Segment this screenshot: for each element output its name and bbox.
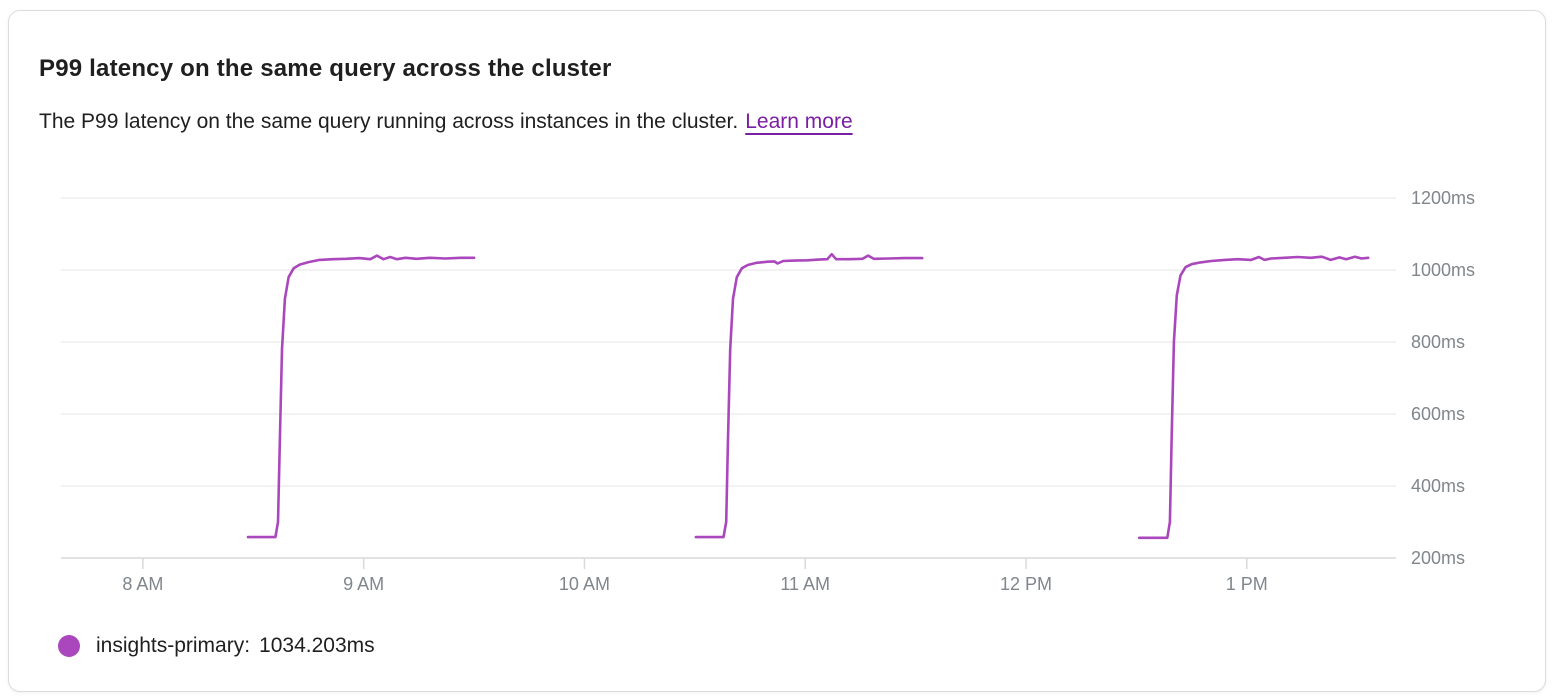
chart-card: P99 latency on the same query across the… bbox=[8, 10, 1546, 692]
x-axis-tick-label: 9 AM bbox=[343, 574, 384, 594]
series-line-insights-primary bbox=[246, 252, 1370, 540]
x-axis-tick-label: 1 PM bbox=[1226, 574, 1268, 594]
chart-title: P99 latency on the same query across the… bbox=[39, 55, 612, 82]
x-axis-tick-label: 11 AM bbox=[780, 574, 830, 594]
y-axis-tick-label: 800ms bbox=[1411, 332, 1465, 352]
x-axis-tick-label: 10 AM bbox=[559, 574, 610, 594]
x-axis-tick-label: 8 AM bbox=[122, 574, 163, 594]
chart-legend[interactable]: insights-primary: 1034.203ms bbox=[58, 634, 375, 658]
legend-series-name: insights-primary: bbox=[96, 634, 251, 657]
y-axis-tick-label: 600ms bbox=[1411, 404, 1465, 424]
y-axis-tick-label: 1200ms bbox=[1411, 188, 1475, 208]
x-axis-tick-label: 12 PM bbox=[1000, 574, 1052, 594]
learn-more-link[interactable]: Learn more bbox=[745, 110, 853, 133]
chart-subtitle: The P99 latency on the same query runnin… bbox=[39, 110, 853, 134]
chart-description: The P99 latency on the same query runnin… bbox=[39, 110, 739, 133]
legend-color-dot bbox=[58, 635, 80, 657]
legend-series-value: 1034.203ms bbox=[259, 634, 375, 657]
y-axis-tick-label: 200ms bbox=[1411, 548, 1465, 568]
y-axis-tick-label: 400ms bbox=[1411, 476, 1465, 496]
y-axis-tick-label: 1000ms bbox=[1411, 260, 1475, 280]
